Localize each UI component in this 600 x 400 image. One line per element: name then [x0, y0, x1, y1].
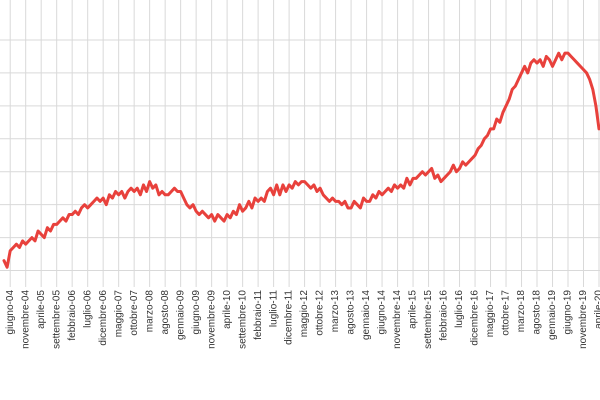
x-tick-label: dicembre-06: [98, 290, 109, 346]
x-tick-label: dicembre-16: [470, 290, 481, 346]
x-tick-label: aprile-15: [408, 290, 419, 329]
x-tick-label: ottobre-17: [501, 290, 512, 336]
x-tick-label: dicembre-11: [284, 290, 295, 345]
x-tick-label: gennaio-19: [547, 290, 558, 340]
x-tick-label: febbraio-11: [253, 290, 264, 340]
x-tick-label: settembre-10: [237, 290, 248, 349]
x-tick-label: maggio-07: [113, 290, 124, 338]
x-tick-label: marzo-08: [144, 290, 155, 333]
x-tick-label: aprile-05: [36, 290, 47, 329]
x-tick-label: luglio-16: [454, 290, 465, 328]
x-tick-label: maggio-17: [485, 290, 496, 338]
x-tick-label: settembre-15: [423, 290, 434, 349]
x-tick-label: novembre-04: [20, 290, 31, 349]
x-tick-label: ottobre-12: [315, 290, 326, 336]
x-tick-label: aprile-10: [222, 290, 233, 329]
x-tick-label: settembre-05: [51, 290, 62, 349]
x-tick-label: giugno-19: [563, 290, 574, 335]
x-tick-label: marzo-18: [516, 290, 527, 333]
x-tick-label: giugno-14: [377, 290, 388, 335]
x-tick-label: marzo-13: [330, 290, 341, 333]
x-tick-label: giugno-09: [191, 290, 202, 335]
x-tick-label: agosto-18: [532, 290, 543, 335]
x-tick-label: agosto-08: [160, 290, 171, 335]
x-tick-label: gennaio-09: [175, 290, 186, 340]
x-tick-label: aprile-20: [594, 290, 600, 329]
x-tick-label: febbraio-06: [67, 290, 78, 341]
x-tick-label: luglio-11: [268, 290, 279, 327]
x-tick-label: luglio-06: [82, 290, 93, 328]
x-tick-label: maggio-12: [299, 290, 310, 338]
x-tick-label: novembre-19: [578, 290, 589, 349]
x-tick-label: ottobre-07: [129, 290, 140, 336]
x-tick-label: agosto-13: [346, 290, 357, 335]
x-tick-label: novembre-14: [392, 290, 403, 349]
x-tick-label: giugno-04: [5, 290, 16, 335]
x-tick-label: febbraio-16: [439, 290, 450, 341]
x-tick-label: novembre-09: [206, 290, 217, 349]
x-tick-label: gennaio-14: [361, 290, 372, 340]
data-line: [2, 51, 600, 269]
